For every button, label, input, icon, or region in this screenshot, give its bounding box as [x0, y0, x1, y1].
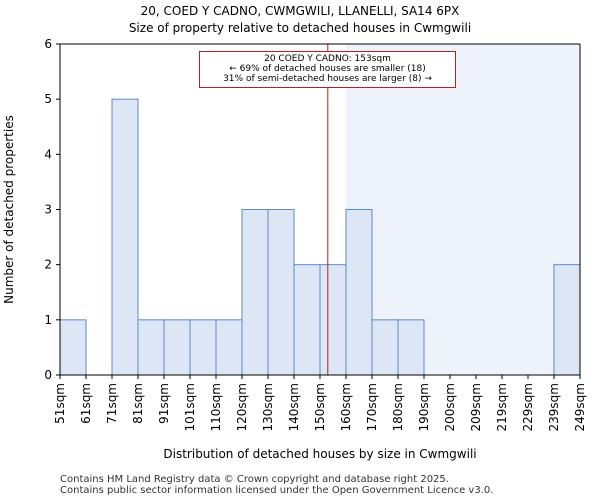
bar-chart: 0 1 2 3 4 5 6 51sqm 61sqm 71sqm 81sqm 91sqm 101sqm 11… — [2, 37, 587, 461]
x-tick-label: 239sqm — [547, 383, 561, 431]
y-tick-label: 3 — [44, 203, 52, 217]
bar-51sqm — [59, 319, 87, 376]
x-tick-label: 61sqm — [79, 383, 93, 424]
bar-81sqm — [137, 319, 165, 376]
bar-180sqm — [397, 319, 425, 376]
y-tick-label: 6 — [44, 37, 52, 51]
bar-101sqm — [189, 319, 217, 376]
annotation-line-2: ← 69% of detached houses are smaller (18… — [229, 64, 426, 74]
axes-group: 0 1 2 3 4 5 6 51sqm 61sqm 71sqm 81sqm 91sqm 101sqm 11… — [44, 37, 587, 431]
y-tick-label: 1 — [44, 313, 52, 327]
x-tick-label: 160sqm — [339, 383, 353, 431]
bar-91sqm — [163, 319, 191, 376]
x-tick-label: 190sqm — [417, 383, 431, 431]
x-tick-label: 200sqm — [443, 383, 457, 431]
bar-120sqm — [241, 209, 269, 376]
x-tick-label: 71sqm — [105, 383, 119, 424]
chart-subtitle: Size of property relative to detached ho… — [128, 21, 472, 35]
x-tick-label: 91sqm — [157, 383, 171, 424]
bar-71sqm — [111, 98, 139, 376]
y-tick-label: 5 — [44, 92, 52, 106]
chart-title: 20, COED Y CADNO, CWMGWILI, LLANELLI, SA… — [140, 4, 460, 18]
bar-239sqm — [553, 264, 581, 376]
bars-group — [59, 98, 581, 376]
annotation-box: 20 COED Y CADNO: 153sqm ← 69% of detache… — [199, 51, 456, 88]
x-tick-label: 229sqm — [521, 383, 535, 431]
y-tick-label: 4 — [44, 147, 52, 161]
x-tick-label: 130sqm — [261, 383, 275, 431]
bar-160sqm — [345, 209, 373, 376]
x-tick-label: 170sqm — [365, 383, 379, 431]
x-tick-label: 180sqm — [391, 383, 405, 431]
x-tick-label: 120sqm — [235, 383, 249, 431]
bar-170sqm — [371, 319, 399, 376]
x-tick-label: 81sqm — [131, 383, 145, 424]
y-tick-label: 2 — [44, 258, 52, 272]
y-axis-label: Number of detached properties — [2, 115, 16, 304]
bar-110sqm — [215, 319, 243, 376]
footer-attribution-1: Contains HM Land Registry data © Crown c… — [60, 474, 449, 485]
annotation-line-3: 31% of semi-detached houses are larger (… — [223, 74, 432, 84]
bar-140sqm — [293, 264, 321, 376]
x-tick-label: 140sqm — [287, 383, 301, 431]
footer-attribution-2: Contains public sector information licen… — [60, 485, 494, 496]
x-tick-label: 101sqm — [183, 383, 197, 431]
x-tick-label: 249sqm — [573, 383, 587, 431]
x-tick-label: 51sqm — [53, 383, 67, 424]
x-tick-label: 150sqm — [313, 383, 327, 431]
annotation-line-1: 20 COED Y CADNO: 153sqm — [264, 54, 391, 64]
y-tick-label: 0 — [44, 368, 52, 382]
bar-150sqm — [319, 264, 347, 376]
x-tick-label: 209sqm — [469, 383, 483, 431]
x-tick-label: 110sqm — [209, 383, 223, 431]
x-tick-label: 219sqm — [495, 383, 509, 431]
x-axis-label: Distribution of detached houses by size … — [163, 447, 476, 461]
bar-130sqm — [267, 209, 295, 376]
